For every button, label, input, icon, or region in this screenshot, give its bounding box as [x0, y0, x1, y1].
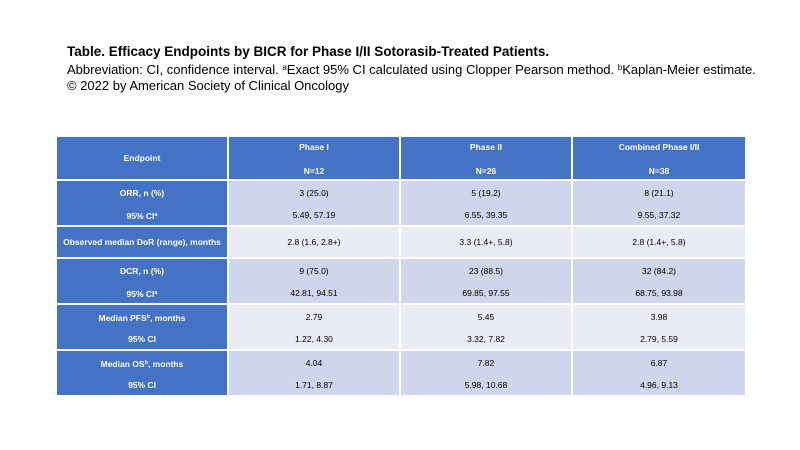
dcr-combined-value: 32 (84.2)	[641, 266, 677, 276]
os-combined-value: 6.87	[650, 358, 668, 368]
dor-phase-2-value: 3.3 (1.4+, 5.8)	[399, 225, 573, 259]
footnote-b-mark: b	[617, 63, 623, 72]
dcr-ci-label-text: 95% CI	[126, 289, 155, 299]
cell-orr-phase-1: 3 (25.0) 5.49, 57.19	[227, 179, 401, 227]
table-caption: Table. Efficacy Endpoints by BICR for Ph…	[67, 44, 787, 94]
dcr-phase-2-value: 23 (88.5)	[468, 266, 504, 276]
efficacy-table: Endpoint Phase I N=12 Phase II N=26 Comb…	[55, 135, 747, 397]
cell-orr-phase-2: 5 (19.2) 6.55, 39.35	[399, 179, 573, 227]
pfs-ci-label: 95% CI	[128, 334, 156, 344]
cell-pfs-combined: 3.98 2.79, 5.59	[571, 303, 747, 351]
pfs-label: Median PFSb, months	[61, 305, 223, 329]
cell-dcr-phase-1: 9 (75.0) 42.81, 94.51	[227, 257, 401, 305]
pfs-combined-ci: 2.79, 5.59	[640, 334, 678, 344]
pfs-phase-2-value: 5.45	[477, 312, 495, 322]
header-phase-2-name: Phase II	[469, 142, 503, 152]
os-sup: b	[144, 360, 148, 366]
row-label-pfs: Median PFSb, months 95% CI	[55, 303, 229, 351]
os-phase-1-ci: 1.71, 8.87	[295, 380, 333, 390]
header-phase-1-name: Phase I	[299, 142, 329, 152]
cell-dcr-phase-2: 23 (88.5) 69.85, 97.55	[399, 257, 573, 305]
table-row-pfs: Median PFSb, months 95% CI 2.79 1.22, 4.…	[55, 303, 747, 351]
caption-abbreviation: Abbreviation: CI, confidence interval. a…	[67, 60, 787, 78]
pfs-label-suffix: , months	[150, 313, 186, 323]
abbreviation-text: Abbreviation: CI, confidence interval.	[67, 62, 283, 77]
table-header-row: Endpoint Phase I N=12 Phase II N=26 Comb…	[55, 135, 747, 181]
footnote-a-mark: a	[282, 63, 287, 72]
dcr-label: DCR, n (%)	[120, 266, 164, 276]
row-label-orr: ORR, n (%) 95% CIa	[55, 179, 229, 227]
pfs-sup: b	[146, 314, 151, 320]
os-combined-ci: 4.96, 9.13	[640, 380, 678, 390]
header-endpoint: Endpoint	[55, 135, 229, 181]
header-phase-1-n: N=12	[303, 166, 325, 176]
dor-combined-value: 2.8 (1.4+, 5.8)	[571, 225, 747, 259]
footnote-a-text: Exact 95% CI calculated using Clopper Pe…	[286, 62, 618, 77]
pfs-combined-value: 3.98	[650, 312, 668, 322]
orr-phase-1-ci: 5.49, 57.19	[292, 210, 336, 220]
orr-phase-2-value: 5 (19.2)	[471, 188, 501, 198]
cell-dcr-combined: 32 (84.2) 68.75, 93.98	[571, 257, 747, 305]
dcr-phase-1-value: 9 (75.0)	[299, 266, 329, 276]
orr-combined-ci: 9.55, 37.32	[637, 210, 681, 220]
pfs-phase-2-ci: 3.32, 7.82	[467, 334, 505, 344]
cell-orr-combined: 8 (21.1) 9.55, 37.32	[571, 179, 747, 227]
header-combined-name: Combined Phase I/II	[618, 142, 700, 152]
os-phase-2-ci: 5.98, 10.68	[464, 380, 508, 390]
orr-label: ORR, n (%)	[119, 188, 165, 198]
os-label: Median OSb, months	[61, 351, 223, 375]
os-label-suffix: , months	[147, 359, 184, 369]
header-phase-1: Phase I N=12	[227, 135, 401, 181]
table-row-dor: Observed median DoR (range), months 2.8 …	[55, 225, 747, 259]
orr-combined-value: 8 (21.1)	[644, 188, 674, 198]
pfs-phase-1-ci: 1.22, 4.30	[295, 334, 333, 344]
dcr-phase-1-ci: 42.81, 94.51	[290, 288, 338, 298]
row-label-os: Median OSb, months 95% CI	[55, 349, 229, 397]
orr-ci-label-text: 95% CI	[126, 211, 155, 221]
caption-title: Table. Efficacy Endpoints by BICR for Ph…	[67, 44, 550, 59]
orr-phase-2-ci: 6.55, 39.35	[464, 210, 508, 220]
cell-os-phase-1: 4.04 1.71, 8.87	[227, 349, 401, 397]
cell-pfs-phase-2: 5.45 3.32, 7.82	[399, 303, 573, 351]
table-row-orr: ORR, n (%) 95% CIa 3 (25.0) 5.49, 57.19 …	[55, 179, 747, 227]
dcr-ci-sup: a	[154, 290, 158, 296]
table-row-dcr: DCR, n (%) 95% CIa 9 (75.0) 42.81, 94.51…	[55, 257, 747, 305]
dcr-combined-ci: 68.75, 93.98	[635, 288, 683, 298]
os-label-text: Median OS	[100, 359, 145, 369]
orr-ci-sup: a	[154, 212, 158, 218]
os-phase-1-value: 4.04	[305, 358, 323, 368]
orr-phase-1-value: 3 (25.0)	[299, 188, 329, 198]
orr-ci-label: 95% CIa	[61, 205, 223, 225]
dor-phase-1-value: 2.8 (1.6, 2.8+)	[227, 225, 401, 259]
header-combined-n: N=38	[648, 166, 670, 176]
cell-pfs-phase-1: 2.79 1.22, 4.30	[227, 303, 401, 351]
copyright-line: © 2022 by American Society of Clinical O…	[67, 78, 349, 93]
header-phase-2-n: N=26	[475, 166, 497, 176]
dcr-phase-2-ci: 69.85, 97.55	[462, 288, 510, 298]
os-ci-label: 95% CI	[128, 380, 156, 390]
os-phase-2-value: 7.82	[477, 358, 495, 368]
header-combined: Combined Phase I/II N=38	[571, 135, 747, 181]
row-label-dcr: DCR, n (%) 95% CIa	[55, 257, 229, 305]
cell-os-phase-2: 7.82 5.98, 10.68	[399, 349, 573, 397]
pfs-phase-1-value: 2.79	[305, 312, 323, 322]
footnote-b-text: Kaplan-Meier estimate.	[622, 62, 756, 77]
dcr-ci-label: 95% CIa	[61, 283, 223, 303]
pfs-label-text: Median PFS	[98, 313, 147, 323]
cell-os-combined: 6.87 4.96, 9.13	[571, 349, 747, 397]
header-phase-2: Phase II N=26	[399, 135, 573, 181]
row-label-dor: Observed median DoR (range), months	[55, 225, 229, 259]
table-row-os: Median OSb, months 95% CI 4.04 1.71, 8.8…	[55, 349, 747, 397]
